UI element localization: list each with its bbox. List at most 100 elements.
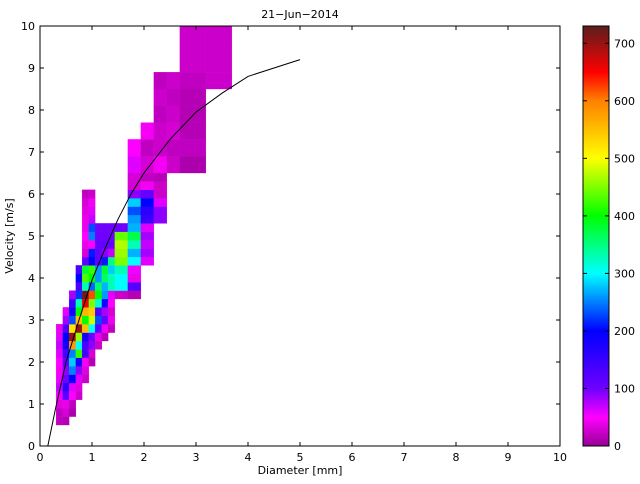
heatmap-cell xyxy=(88,340,96,350)
heatmap-cell xyxy=(75,340,83,350)
heatmap-cell xyxy=(75,391,83,400)
x-axis-label: Diameter [mm] xyxy=(258,464,343,477)
heatmap-cell xyxy=(68,374,77,384)
colorbar-tick-label: 400 xyxy=(614,210,635,223)
heatmap-cell xyxy=(88,265,96,274)
x-tick-label: 3 xyxy=(193,451,200,464)
heatmap-cell xyxy=(81,231,90,241)
heatmap-cell xyxy=(88,189,96,199)
heatmap-cell xyxy=(75,290,83,300)
heatmap-cell xyxy=(88,315,96,325)
heatmap-cell xyxy=(81,198,90,207)
y-tick-label: 10 xyxy=(21,20,35,33)
heatmap-cell xyxy=(140,240,155,249)
heatmap-cell xyxy=(81,282,90,291)
heatmap-cell xyxy=(140,248,155,258)
heatmap-cell xyxy=(81,273,90,283)
heatmap-cell xyxy=(153,105,168,123)
heatmap-cell xyxy=(62,315,70,325)
heatmap-cell xyxy=(88,332,96,342)
heatmap-cell xyxy=(153,139,168,157)
heatmap-cell xyxy=(127,156,142,174)
heatmap-cell xyxy=(81,214,90,224)
y-tick-label: 3 xyxy=(28,314,35,327)
heatmap-cell xyxy=(114,248,129,258)
y-tick-label: 6 xyxy=(28,188,35,201)
heatmap-cell xyxy=(107,265,116,274)
heatmap-cell xyxy=(127,198,142,207)
colorbar-tick-label: 600 xyxy=(614,95,635,108)
heatmap-cell xyxy=(107,315,116,325)
axis-ticks: 0 1 2 3 4 5 6 7 8 9 10 0 1 2 3 4 5 6 7 8 9 10 xyxy=(21,20,567,464)
heatmap-cell xyxy=(81,256,90,266)
heatmap-cell xyxy=(114,223,129,232)
heatmap-cell xyxy=(75,382,83,392)
y-tick-label: 5 xyxy=(28,230,35,243)
heatmap-cell xyxy=(153,214,168,224)
heatmap-cell xyxy=(127,282,142,291)
heatmap-cell xyxy=(88,349,96,358)
heatmap-cell xyxy=(101,223,109,232)
heatmap-cell xyxy=(88,240,96,249)
heatmap-cell xyxy=(62,399,70,409)
heatmap-cell xyxy=(94,273,103,283)
heatmap-cell xyxy=(140,189,155,199)
heatmap-cell xyxy=(94,340,103,350)
heatmap-cell xyxy=(107,248,116,258)
heatmap-cell xyxy=(101,256,109,266)
heatmap-cell xyxy=(127,214,142,224)
heatmap-cell xyxy=(127,206,142,216)
heatmap-cell xyxy=(94,282,103,291)
heatmap-cell xyxy=(205,72,233,90)
heatmap-cell xyxy=(153,122,168,140)
y-tick-label: 8 xyxy=(28,104,35,117)
heatmap-cell xyxy=(179,88,207,106)
heatmap-cell xyxy=(88,248,96,258)
heatmap-cell xyxy=(55,340,64,350)
heatmap-cell xyxy=(107,282,116,291)
heatmap-cell xyxy=(81,340,90,350)
heatmap-cell xyxy=(153,206,168,216)
heatmap-cell xyxy=(68,290,77,300)
heatmap-cell xyxy=(68,349,77,358)
x-tick-label: 7 xyxy=(401,451,408,464)
heatmap-cell xyxy=(94,231,103,241)
heatmap-cell xyxy=(179,139,207,157)
heatmap-cell xyxy=(166,72,181,90)
heatmap-cell xyxy=(62,391,70,400)
colorbar-tick-label: 0 xyxy=(614,440,621,453)
heatmap-cell xyxy=(114,256,129,266)
heatmap-cell xyxy=(179,72,207,90)
heatmap-cell xyxy=(81,332,90,342)
heatmap-cell xyxy=(81,315,90,325)
heatmap-cell xyxy=(101,290,109,300)
x-tick-label: 10 xyxy=(553,451,567,464)
heatmap-cell xyxy=(88,290,96,300)
heatmap-cell xyxy=(114,231,129,241)
heatmap-cell xyxy=(153,156,168,174)
heatmap-cell xyxy=(75,282,83,291)
heatmap-cell xyxy=(127,248,142,258)
x-tick-label: 6 xyxy=(349,451,356,464)
heatmap-cell xyxy=(153,181,168,190)
heatmap-cell xyxy=(94,307,103,316)
heatmap-cell xyxy=(153,88,168,106)
heatmap-cell xyxy=(68,357,77,367)
heatmap-cell xyxy=(101,315,109,325)
heatmap-cell xyxy=(140,139,155,157)
heatmap-cell xyxy=(127,172,142,182)
heatmap-cell xyxy=(101,324,109,333)
colorbar-tick-label: 200 xyxy=(614,325,635,338)
heatmap-cell xyxy=(114,273,129,283)
heatmap-cell xyxy=(81,366,90,375)
heatmap-cell xyxy=(94,223,103,232)
x-tick-label: 0 xyxy=(37,451,44,464)
heatmap-cell xyxy=(94,324,103,333)
heatmap-cell xyxy=(166,105,181,123)
heatmap-cell xyxy=(127,231,142,241)
heatmap-cell xyxy=(88,206,96,216)
heatmap-cell xyxy=(101,273,109,283)
heatmap-cell xyxy=(81,374,90,384)
heatmap-cell xyxy=(88,307,96,316)
heatmap-cell xyxy=(101,332,109,342)
